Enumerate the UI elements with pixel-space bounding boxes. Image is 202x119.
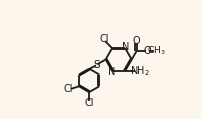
Text: Cl: Cl bbox=[99, 34, 109, 44]
Text: O: O bbox=[144, 46, 152, 56]
Text: Cl: Cl bbox=[64, 84, 73, 94]
Text: N: N bbox=[122, 42, 129, 52]
Text: NH$_2$: NH$_2$ bbox=[130, 64, 149, 78]
Text: CH$_3$: CH$_3$ bbox=[147, 45, 166, 57]
Text: O: O bbox=[133, 36, 140, 46]
Text: Cl: Cl bbox=[84, 98, 94, 108]
Text: N: N bbox=[108, 67, 115, 77]
Text: S: S bbox=[94, 60, 100, 70]
